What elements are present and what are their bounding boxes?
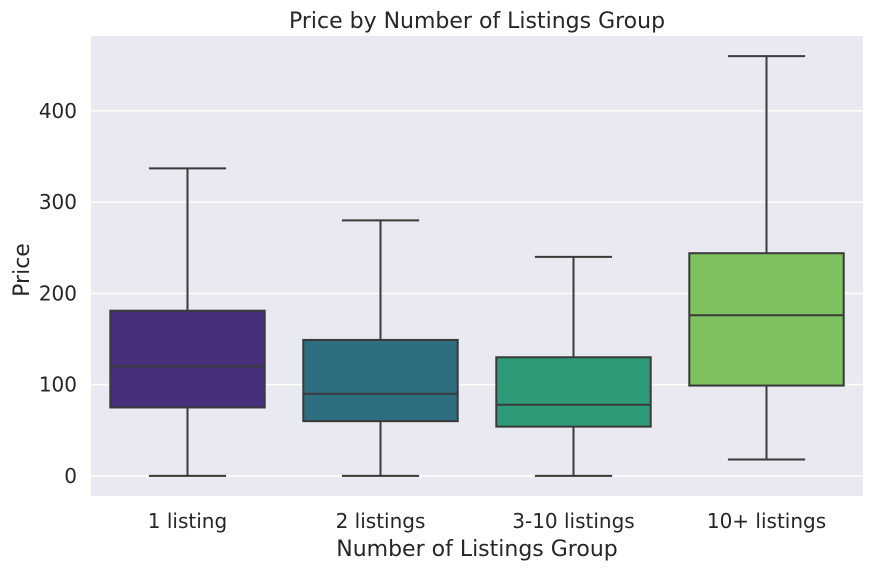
x-tick-label: 3-10 listings (512, 509, 634, 533)
y-tick-label: 200 (39, 281, 77, 305)
x-tick-label: 2 listings (336, 509, 426, 533)
boxes-group (109, 55, 845, 477)
x-tick-label: 1 listing (148, 509, 227, 533)
y-axis-label: Price (10, 243, 35, 297)
box-4 (688, 55, 845, 461)
y-tick-label: 0 (64, 464, 77, 488)
x-tick-labels: 1 listing 2 listings 3-10 listings 10+ list… (148, 509, 826, 533)
chart-title: Price by Number of Listings Group (289, 9, 665, 34)
y-tick-label: 400 (39, 99, 77, 123)
iqr-box (495, 356, 652, 428)
box-1 (109, 167, 266, 477)
x-tick-label: 10+ listings (707, 509, 826, 533)
iqr-box (109, 309, 266, 409)
box-3 (495, 255, 652, 477)
x-axis-label: Number of Listings Group (336, 537, 617, 562)
iqr-box (688, 252, 845, 387)
y-tick-label: 300 (39, 190, 77, 214)
iqr-box (302, 338, 459, 423)
y-tick-label: 100 (39, 373, 77, 397)
box-2 (302, 219, 459, 477)
y-tick-labels: 0 100 200 300 400 (39, 99, 77, 488)
